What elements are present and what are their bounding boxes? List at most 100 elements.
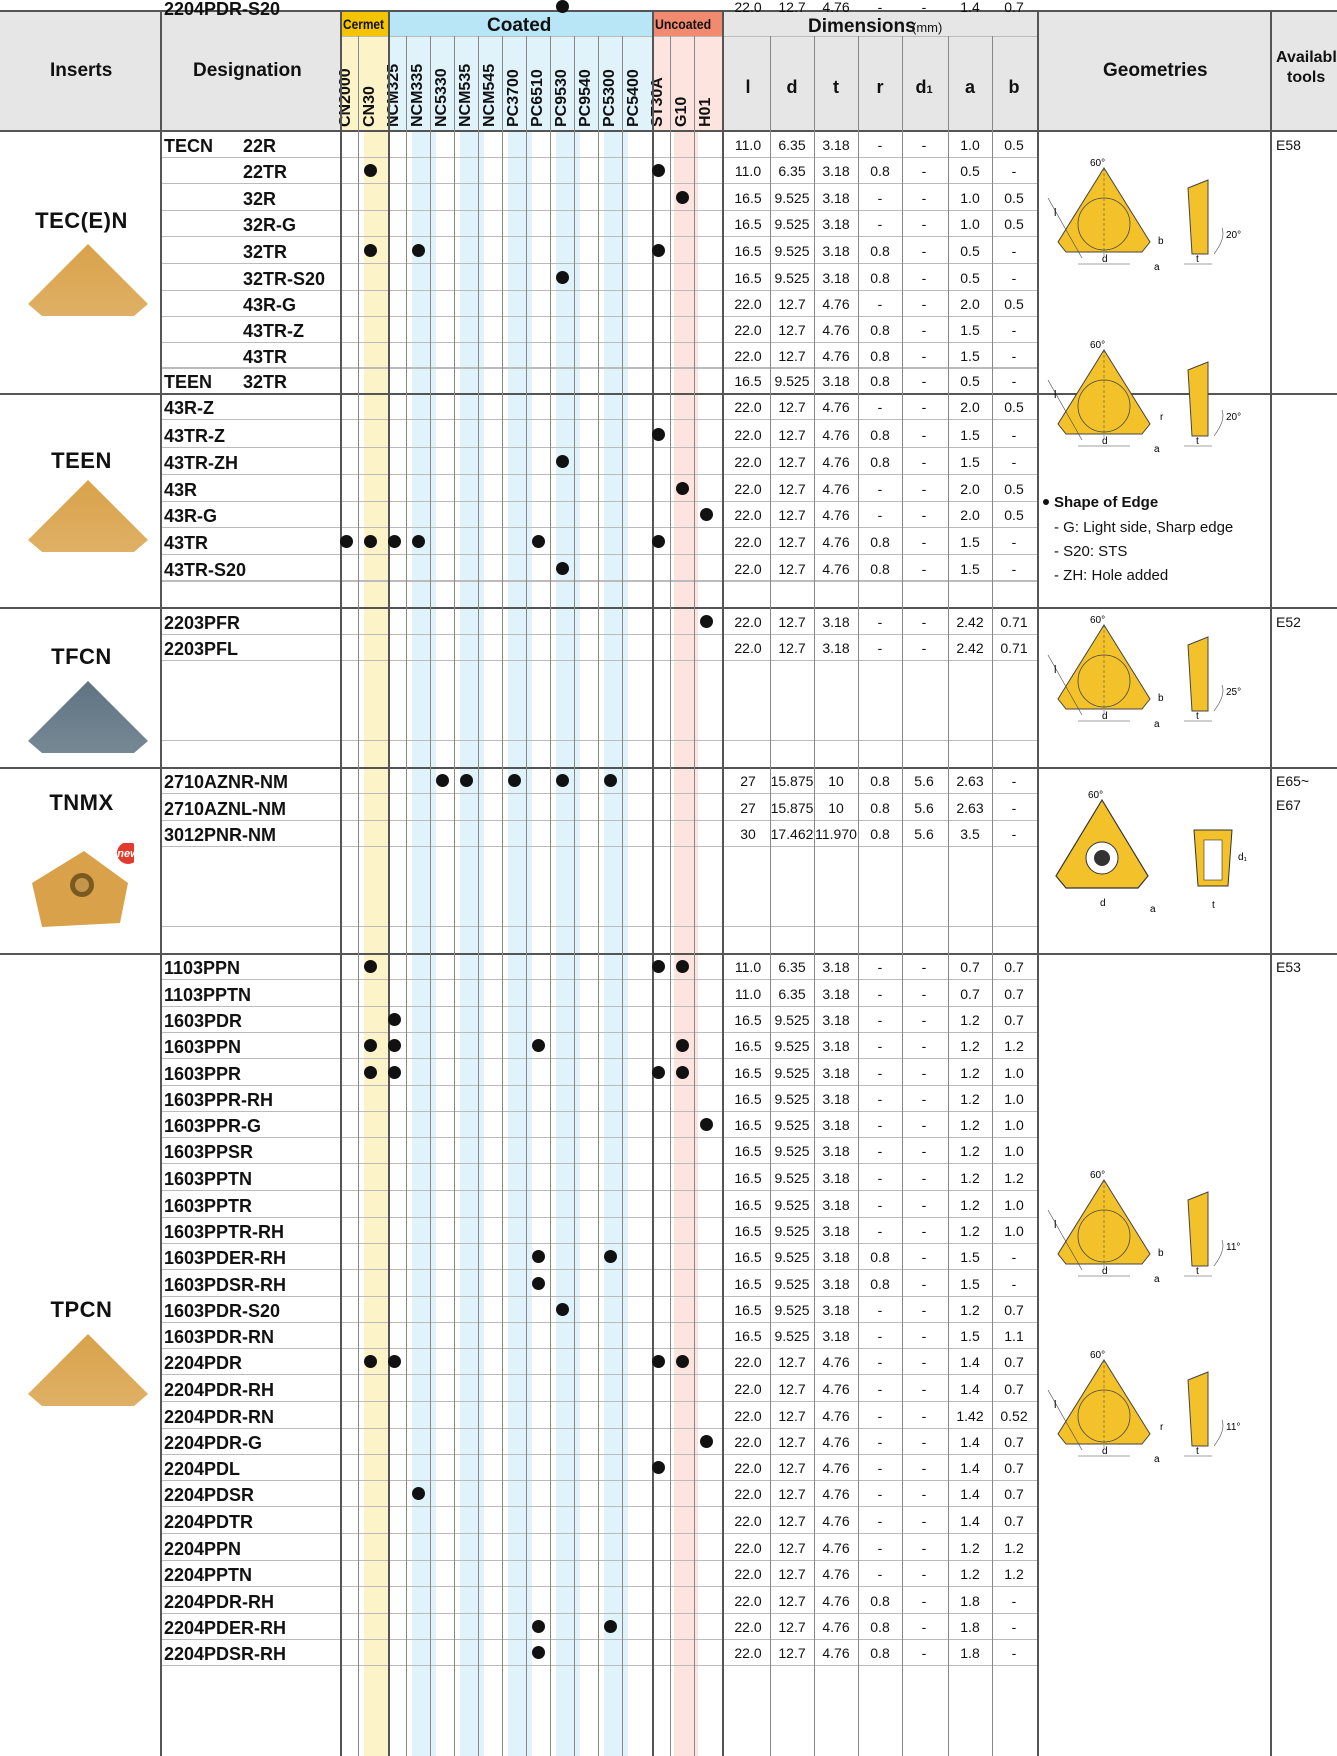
column-divider (814, 36, 815, 1756)
availability-dot (652, 1355, 665, 1368)
header-geometries: Geometries (1103, 60, 1208, 81)
dim-value: 12.7 (778, 1566, 806, 1582)
dim-value: - (877, 640, 883, 656)
dim-value: 3.18 (822, 959, 850, 975)
dim-value: 0.7 (1004, 1354, 1024, 1370)
row-divider (0, 130, 1337, 132)
dim-value: 1.4 (960, 1460, 980, 1476)
dim-value: 3.18 (822, 137, 850, 153)
header-coated: Coated (487, 15, 552, 36)
dim-value: 0.8 (870, 1593, 890, 1609)
row-divider (0, 10, 1337, 12)
coated-header-bg (388, 36, 652, 131)
dim-value: 4.76 (822, 427, 850, 443)
availability-dot (412, 1487, 425, 1500)
dim-header-t: t (833, 77, 839, 97)
dim-value: - (877, 0, 883, 15)
dim-value: - (877, 1460, 883, 1476)
svg-text:b: b (1158, 693, 1164, 704)
dim-value: 12.7 (778, 1460, 806, 1476)
designation-suffix: 32TR-S20 (243, 269, 326, 289)
designation-prefix: 2204PDER-RH (164, 1618, 287, 1638)
availability-dot (460, 774, 473, 787)
dim-value: 4.76 (822, 1381, 850, 1397)
dim-value: 0.8 (870, 427, 890, 443)
designation-prefix: 2204PDR-RH (164, 1592, 275, 1612)
designation-suffix: 22R (243, 136, 277, 156)
dim-value: - (1011, 1593, 1017, 1609)
availability-dot (532, 535, 545, 548)
dim-value: - (877, 1091, 883, 1107)
column-divider (574, 36, 575, 1756)
dim-value: 1.4 (960, 1486, 980, 1502)
svg-text:d: d (1102, 711, 1108, 722)
svg-text:l: l (1054, 389, 1056, 401)
dim-value: 1.2 (960, 1038, 980, 1054)
available-tool-ref: E53 (1276, 959, 1301, 975)
dim-header-b: b (1008, 77, 1020, 97)
note-title: Shape of Edge (1054, 494, 1159, 511)
dim-header-d: d (786, 77, 798, 97)
dim-value: 22.0 (734, 481, 762, 497)
dim-value: - (1011, 800, 1017, 816)
header-inserts: Inserts (50, 60, 113, 81)
dim-value: 9.525 (774, 243, 810, 259)
availability-dot (340, 535, 353, 548)
availability-dot (532, 1646, 545, 1659)
dim-value: 30 (740, 826, 756, 842)
dim-value: - (921, 1540, 927, 1556)
dim-value: 0.5 (1004, 399, 1024, 415)
designation-prefix: 3012PNR-NM (164, 825, 277, 845)
dim-value: 0.8 (870, 1619, 890, 1635)
designation-prefix: TECN (164, 136, 213, 156)
svg-text:b: b (1158, 236, 1164, 247)
dim-value: 1.0 (1004, 1117, 1024, 1133)
dim-value: - (1011, 243, 1017, 259)
dim-value: 0.7 (1004, 1513, 1024, 1529)
header-designation: Designation (193, 60, 302, 81)
dim-value: - (921, 243, 927, 259)
dim-value: 12.7 (778, 1381, 806, 1397)
dim-value: - (1011, 826, 1017, 842)
dim-value: - (921, 1354, 927, 1370)
availability-dot (676, 960, 689, 973)
dim-value: 22.0 (734, 561, 762, 577)
coated-band-3 (508, 131, 532, 1756)
dim-value: 12.7 (778, 1486, 806, 1502)
dim-value: 22.0 (734, 534, 762, 550)
dim-value: 12.7 (778, 1434, 806, 1450)
dim-value: 3.18 (822, 1117, 850, 1133)
dim-value: 4.76 (822, 507, 850, 523)
dim-value: 3.18 (822, 163, 850, 179)
dim-value: 1.5 (960, 348, 980, 364)
geometry-figure: 60° l d a r t 20° (1042, 340, 1262, 460)
availability-dot (700, 615, 713, 628)
dim-value: - (877, 1354, 883, 1370)
available-tool-ref: E52 (1276, 614, 1301, 630)
column-divider (694, 36, 695, 1756)
column-divider (160, 10, 162, 1756)
dim-value: 22.0 (734, 1540, 762, 1556)
dim-value: 2.42 (956, 614, 984, 630)
dim-value: 0.8 (870, 373, 890, 389)
dim-value: - (921, 348, 927, 364)
svg-text:r: r (1160, 1422, 1164, 1433)
dim-value: 12.7 (778, 1513, 806, 1529)
dim-value: 3.18 (822, 1012, 850, 1028)
dim-value: 1.5 (960, 322, 980, 338)
dim-value: 16.5 (734, 1249, 762, 1265)
dim-value: 1.5 (960, 1249, 980, 1265)
dim-value: 9.525 (774, 1223, 810, 1239)
dim-value: - (921, 190, 927, 206)
dim-value: 1.5 (960, 1276, 980, 1292)
grade-header-pc9530: PC9530 (553, 69, 570, 127)
svg-text:d: d (1100, 898, 1106, 909)
dim-value: - (877, 1486, 883, 1502)
dim-value: 1.0 (1004, 1065, 1024, 1081)
dim-value: 5.6 (914, 773, 934, 789)
group-name: TEC(E)N (35, 208, 128, 233)
dim-value: 1.4 (960, 1513, 980, 1529)
svg-text:t: t (1196, 1446, 1199, 1457)
designation-prefix: 1603PDR-RN (164, 1327, 275, 1347)
